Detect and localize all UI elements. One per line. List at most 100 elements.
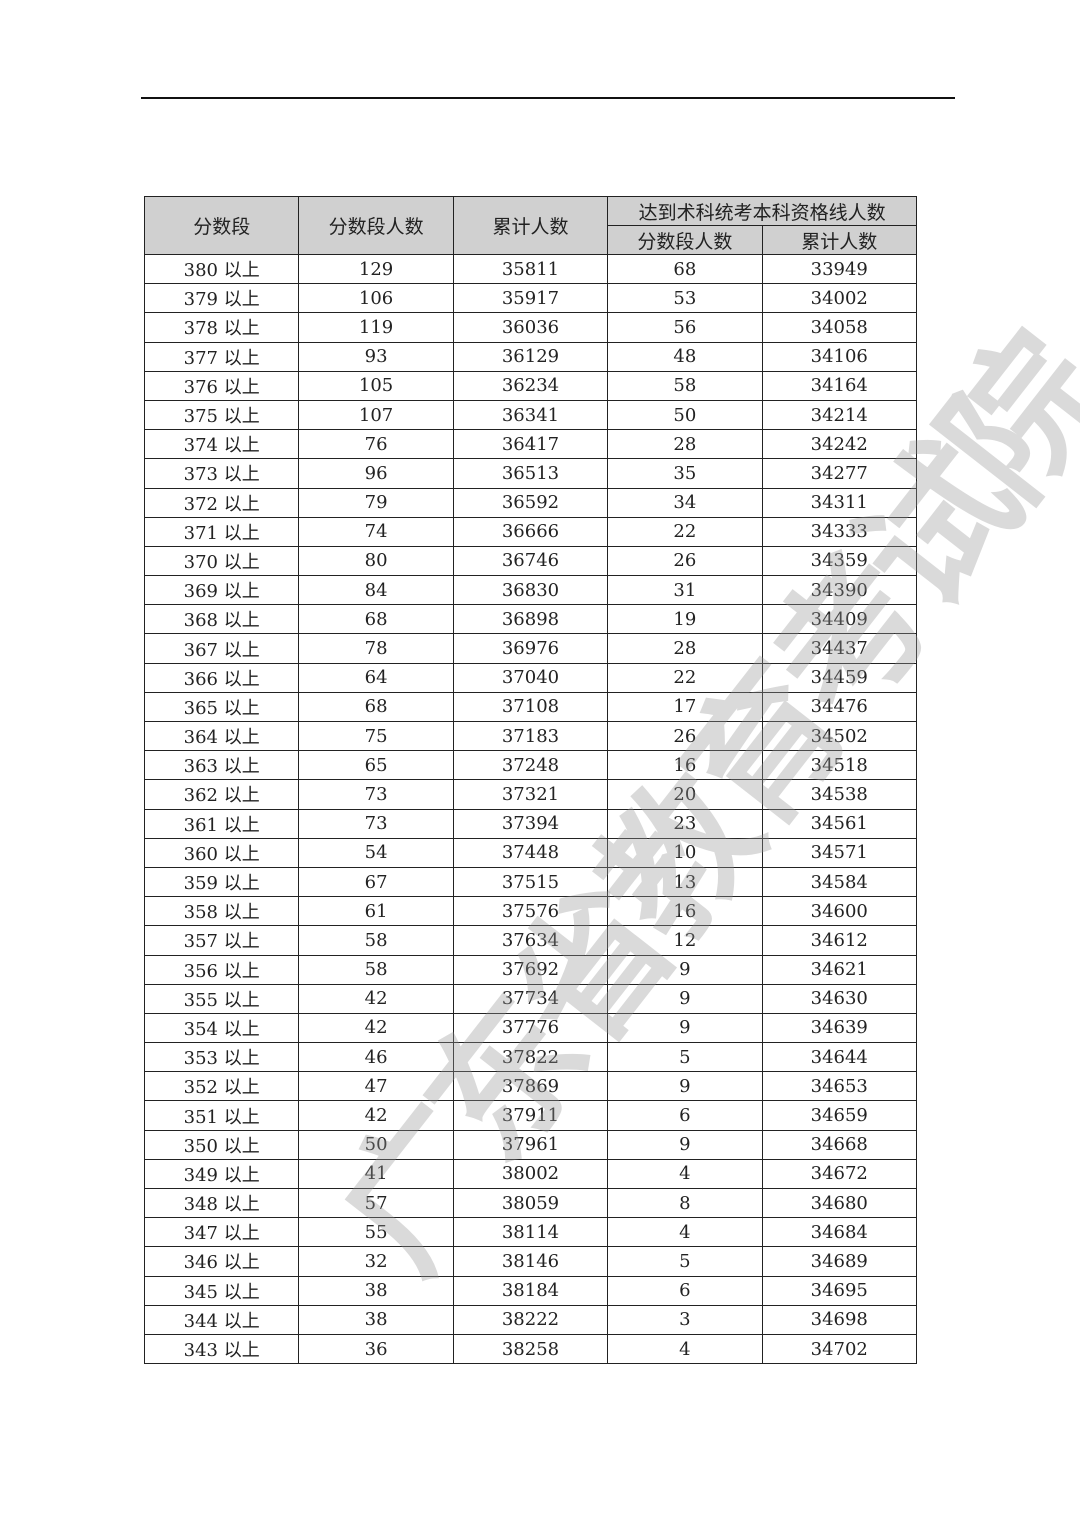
cell-group-segment-count: 34 (607, 487, 763, 518)
cell-group-segment-count: 9 (607, 1071, 763, 1102)
cell-score: 353 以上 (143, 1042, 300, 1073)
cell-cumulative: 37448 (452, 837, 609, 868)
cell-cumulative: 37692 (452, 954, 609, 985)
cell-cumulative: 37321 (452, 779, 609, 810)
cell-segment-count: 38 (298, 1275, 454, 1306)
cell-group-segment-count: 3 (607, 1304, 763, 1335)
cell-cumulative: 37734 (452, 983, 609, 1014)
cell-score: 350 以上 (143, 1129, 300, 1160)
cell-group-segment-count: 9 (607, 983, 763, 1014)
cell-cumulative: 37822 (452, 1042, 609, 1073)
cell-cumulative: 36129 (452, 341, 609, 372)
header-score: 分数段 (143, 196, 300, 255)
cell-group-cumulative: 34058 (761, 312, 917, 343)
cell-score: 380 以上 (143, 253, 300, 285)
cell-segment-count: 36 (298, 1333, 454, 1365)
cell-group-cumulative: 34437 (761, 633, 917, 664)
cell-segment-count: 119 (298, 312, 454, 343)
cell-score: 367 以上 (143, 633, 300, 664)
cell-group-cumulative: 34672 (761, 1158, 917, 1190)
cell-segment-count: 55 (298, 1217, 454, 1248)
cell-group-cumulative: 34584 (761, 866, 917, 898)
cell-cumulative: 36898 (452, 604, 609, 635)
table-row: 358 以上 61 37576 16 34600 (143, 896, 917, 927)
cell-group-segment-count: 9 (607, 1129, 763, 1160)
cell-segment-count: 84 (298, 575, 454, 606)
cell-cumulative: 36234 (452, 370, 609, 401)
cell-score: 374 以上 (143, 429, 300, 460)
cell-group-segment-count: 28 (607, 633, 763, 664)
cell-segment-count: 68 (298, 691, 454, 723)
cell-group-segment-count: 35 (607, 458, 763, 489)
cell-segment-count: 73 (298, 808, 454, 839)
cell-cumulative: 36341 (452, 399, 609, 431)
table-row: 346 以上 32 38146 5 34689 (143, 1246, 917, 1277)
cell-score: 354 以上 (143, 1012, 300, 1044)
cell-score: 362 以上 (143, 779, 300, 810)
cell-score: 365 以上 (143, 691, 300, 723)
cell-segment-count: 32 (298, 1246, 454, 1277)
cell-segment-count: 80 (298, 545, 454, 577)
cell-segment-count: 64 (298, 662, 454, 693)
cell-group-segment-count: 20 (607, 779, 763, 810)
cell-cumulative: 36513 (452, 458, 609, 489)
table-row: 357 以上 58 37634 12 34612 (143, 925, 917, 956)
cell-segment-count: 57 (298, 1187, 454, 1219)
cell-cumulative: 37248 (452, 750, 609, 781)
cell-segment-count: 47 (298, 1071, 454, 1102)
cell-segment-count: 76 (298, 429, 454, 460)
table-body: 380 以上 129 35811 68 33949 379 以上 106 35917 53 340… (143, 253, 917, 1365)
cell-group-cumulative: 34390 (761, 575, 917, 606)
cell-segment-count: 61 (298, 896, 454, 927)
table-row: 374 以上 76 36417 28 34242 (143, 429, 917, 460)
cell-segment-count: 42 (298, 1100, 454, 1131)
cell-score: 352 以上 (143, 1071, 300, 1102)
cell-segment-count: 50 (298, 1129, 454, 1160)
cell-cumulative: 37634 (452, 925, 609, 956)
cell-score: 359 以上 (143, 866, 300, 898)
cell-score: 372 以上 (143, 487, 300, 518)
cell-group-cumulative: 34689 (761, 1246, 917, 1277)
cell-group-segment-count: 8 (607, 1187, 763, 1219)
cell-group-segment-count: 16 (607, 896, 763, 927)
cell-group-cumulative: 34571 (761, 837, 917, 868)
cell-group-cumulative: 33949 (761, 253, 917, 285)
cell-cumulative: 36417 (452, 429, 609, 460)
cell-score: 360 以上 (143, 837, 300, 868)
table-row: 379 以上 106 35917 53 34002 (143, 283, 917, 314)
header-segment-count: 分数段人数 (298, 196, 454, 255)
cell-segment-count: 74 (298, 516, 454, 547)
cell-group-cumulative: 34502 (761, 720, 917, 752)
table-row: 376 以上 105 36234 58 34164 (143, 370, 917, 401)
table-row: 347 以上 55 38114 4 34684 (143, 1217, 917, 1248)
cell-cumulative: 38059 (452, 1187, 609, 1219)
cell-cumulative: 38114 (452, 1217, 609, 1248)
cell-group-cumulative: 34359 (761, 545, 917, 577)
table-row: 380 以上 129 35811 68 33949 (143, 253, 917, 285)
cell-group-segment-count: 9 (607, 954, 763, 985)
table-row: 367 以上 78 36976 28 34437 (143, 633, 917, 664)
cell-score: 364 以上 (143, 720, 300, 752)
cell-segment-count: 68 (298, 604, 454, 635)
cell-group-segment-count: 4 (607, 1158, 763, 1190)
cell-group-segment-count: 58 (607, 370, 763, 401)
cell-group-cumulative: 34409 (761, 604, 917, 635)
header-group-qualified: 达到术科统考本科资格线人数 (607, 196, 917, 226)
cell-group-segment-count: 19 (607, 604, 763, 635)
cell-score: 366 以上 (143, 662, 300, 693)
cell-group-cumulative: 34002 (761, 283, 917, 314)
table-row: 356 以上 58 37692 9 34621 (143, 954, 917, 985)
cell-group-segment-count: 17 (607, 691, 763, 723)
cell-score: 370 以上 (143, 545, 300, 577)
cell-segment-count: 46 (298, 1042, 454, 1073)
header-group-segment-count: 分数段人数 (607, 225, 763, 255)
cell-score: 378 以上 (143, 312, 300, 343)
score-distribution-table: 分数段 分数段人数 累计人数 达到术科统考本科资格线人数 分数段人数 累计人数 … (143, 196, 917, 1365)
cell-score: 344 以上 (143, 1304, 300, 1335)
cell-group-segment-count: 22 (607, 516, 763, 547)
cell-cumulative: 38146 (452, 1246, 609, 1277)
cell-score: 349 以上 (143, 1158, 300, 1190)
table-row: 350 以上 50 37961 9 34668 (143, 1129, 917, 1160)
cell-segment-count: 75 (298, 720, 454, 752)
cell-cumulative: 37869 (452, 1071, 609, 1102)
